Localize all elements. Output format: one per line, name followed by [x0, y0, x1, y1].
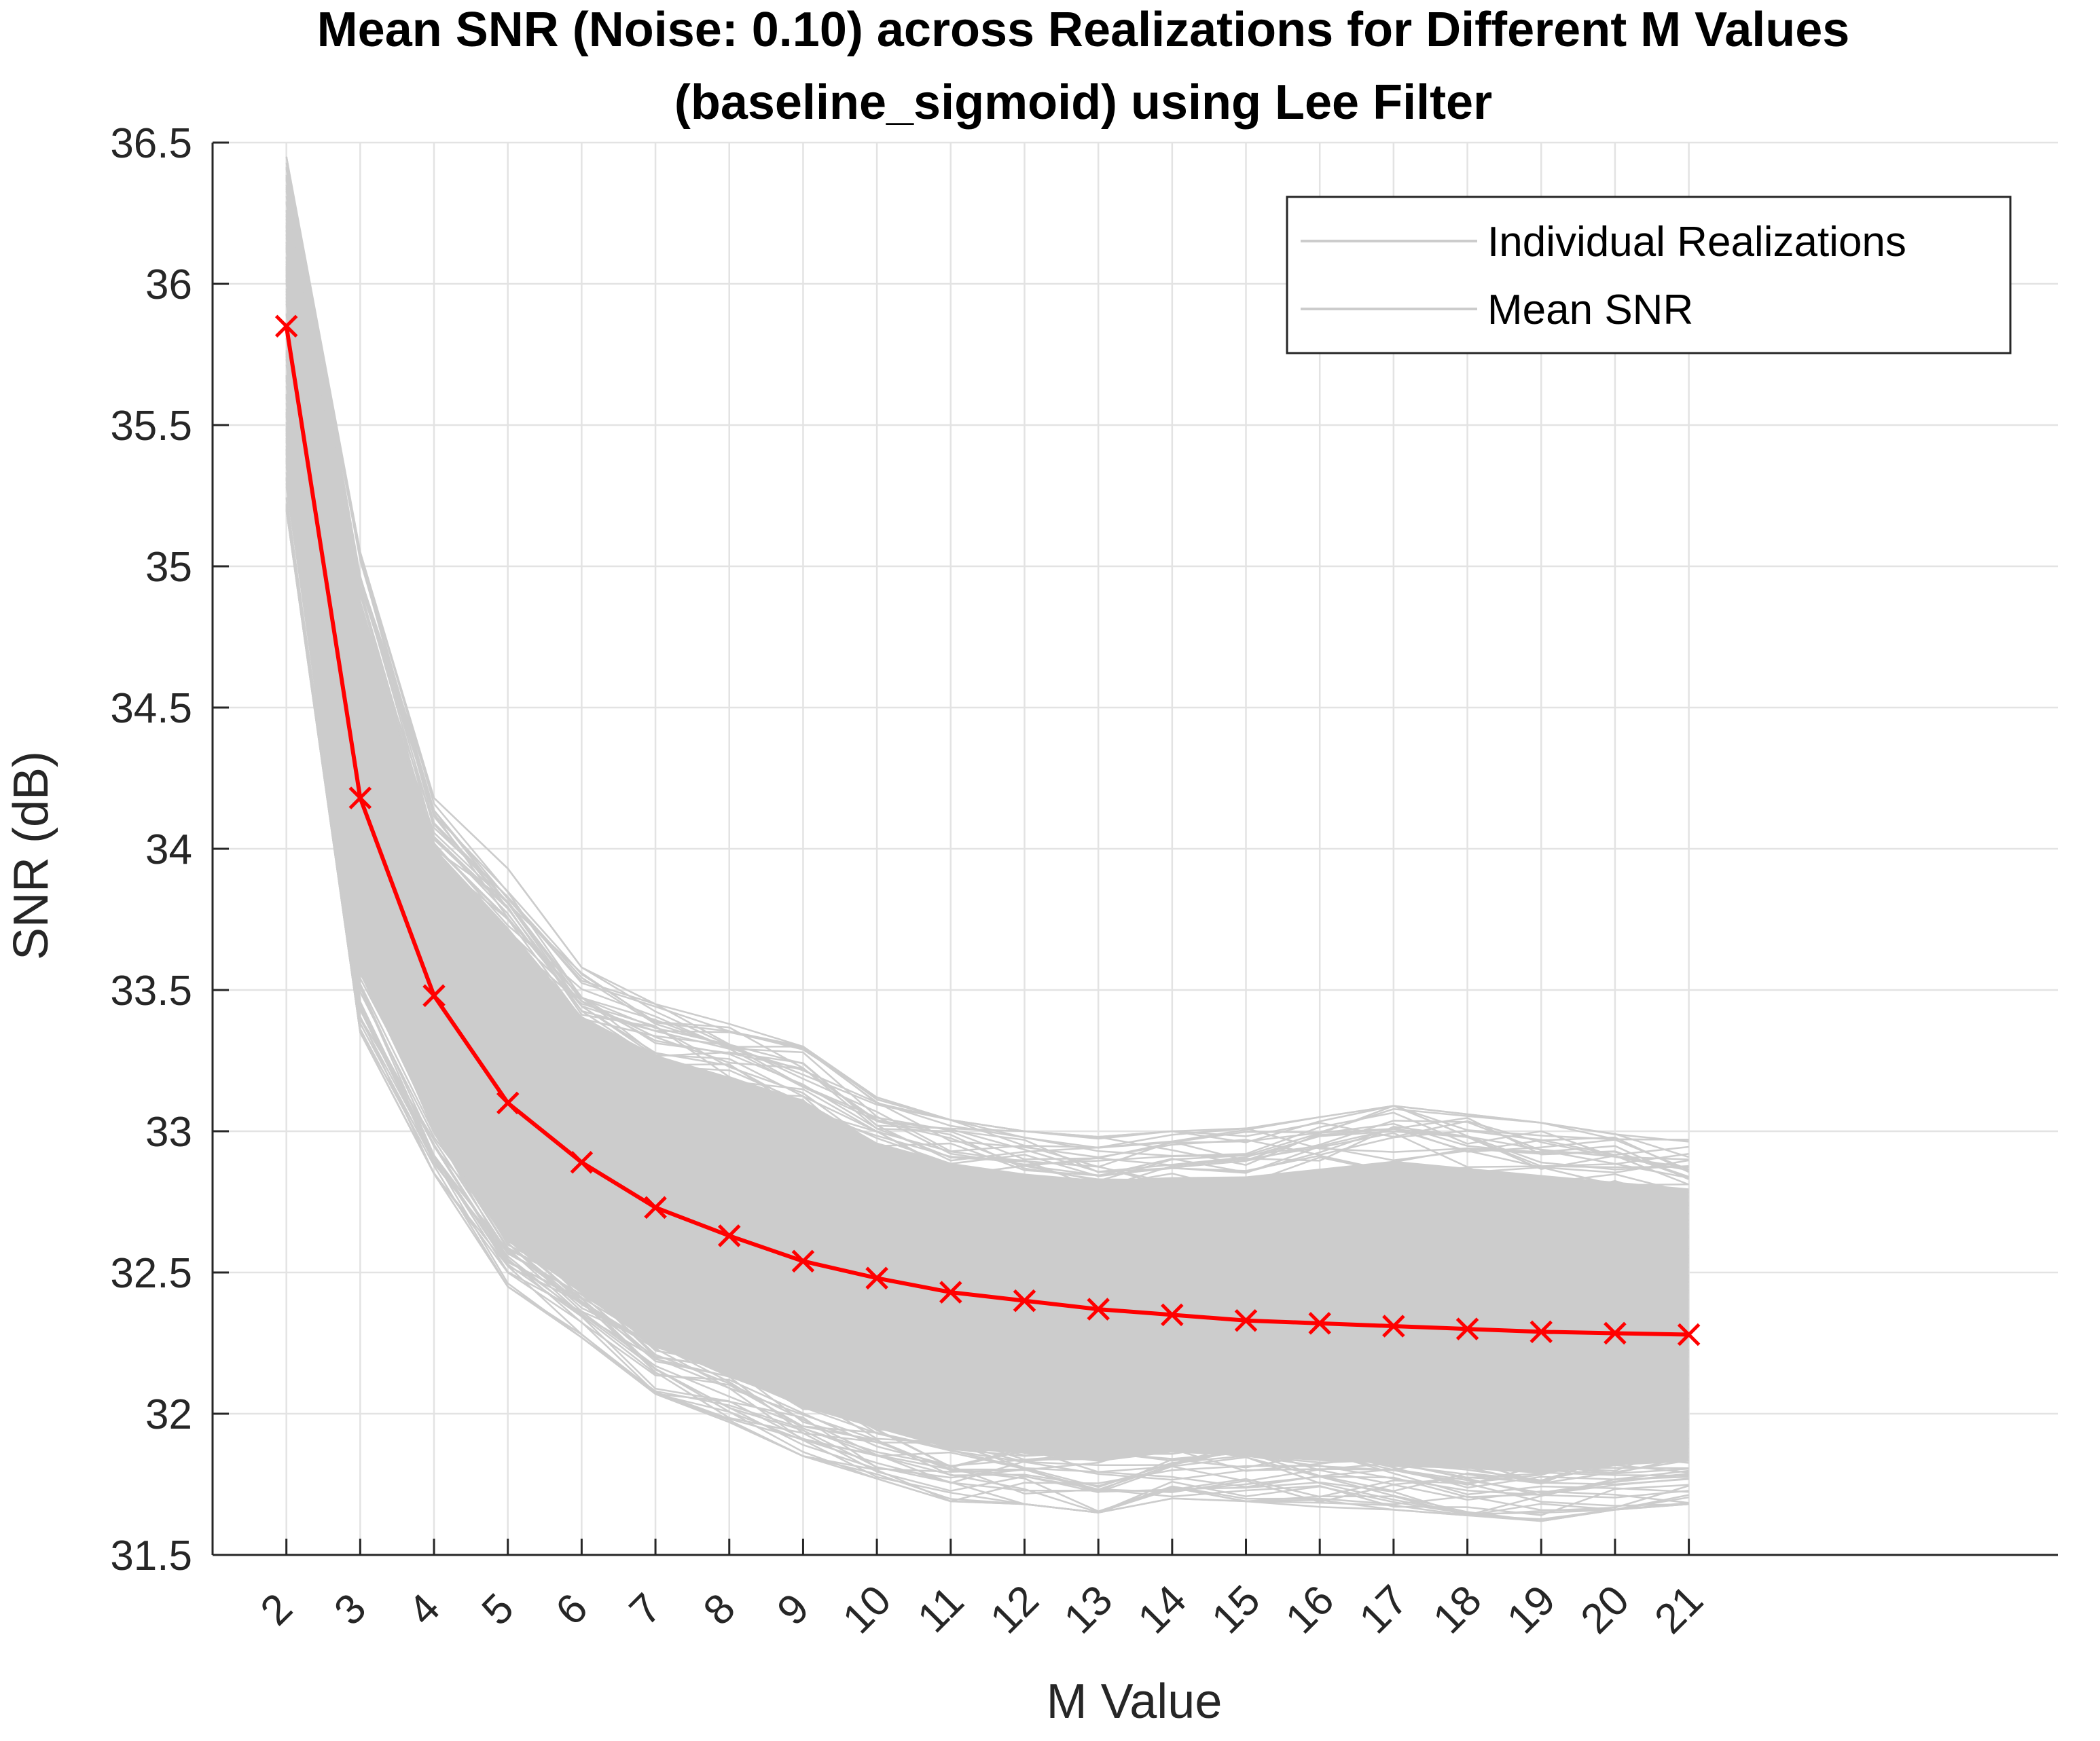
y-tick-label-32.5: 32.5	[110, 1250, 192, 1297]
realization-band	[286, 199, 1689, 1474]
y-tick-labels: 31.5 32 32.5 33 33.5 34 34.5 35 35.5 36 36.5	[110, 120, 192, 1579]
y-tick-label-32: 32	[145, 1391, 192, 1438]
mean-snr-marker-2	[274, 314, 298, 338]
mean-snr-marker-5	[496, 1091, 520, 1115]
mean-snr-marker-10	[865, 1266, 888, 1290]
x-tick-label-11: 11	[909, 1577, 973, 1641]
realization-line	[285, 477, 1689, 1507]
legend-label-mean: Mean SNR	[1487, 287, 1693, 333]
realization-line	[285, 505, 1689, 1503]
x-tick-label-7: 7	[621, 1585, 670, 1634]
y-tick-label-33: 33	[145, 1109, 192, 1156]
mean-snr-marker-21	[1677, 1323, 1701, 1346]
x-tick-label-6: 6	[547, 1585, 596, 1634]
x-tick-label-15: 15	[1203, 1577, 1269, 1643]
realization-line	[285, 498, 1689, 1515]
mean-snr-marker-14	[1161, 1303, 1184, 1327]
legend-label-realizations: Individual Realizations	[1487, 219, 1906, 265]
y-tick-label-36.5: 36.5	[110, 120, 192, 167]
x-tick-label-21: 21	[1646, 1577, 1712, 1643]
x-tick-label-3: 3	[325, 1585, 375, 1634]
y-axis-label: SNR (dB)	[4, 751, 58, 960]
axes	[211, 141, 2058, 1556]
x-tick-label-2: 2	[252, 1585, 302, 1634]
x-tick-label-13: 13	[1055, 1577, 1122, 1643]
x-tick-label-12: 12	[981, 1577, 1048, 1643]
legend-box	[1286, 196, 2012, 354]
mean-snr-marker-20	[1604, 1321, 1627, 1345]
x-axis-label: M Value	[1047, 1674, 1223, 1729]
y-tick-label-36: 36	[145, 261, 192, 308]
mean-snr-marker-13	[1087, 1298, 1110, 1321]
realization-line	[285, 179, 1689, 1171]
x-tick-label-10: 10	[834, 1577, 901, 1643]
x-tick-label-14: 14	[1129, 1577, 1196, 1643]
x-tick-label-5: 5	[473, 1585, 523, 1634]
y-tick-label-35: 35	[145, 544, 192, 591]
x-tick-label-9: 9	[768, 1585, 818, 1634]
x-tick-label-18: 18	[1424, 1577, 1491, 1643]
realization-line	[285, 175, 1689, 1158]
realization-line	[285, 188, 1690, 1180]
realization-line	[285, 509, 1689, 1504]
mean-snr-marker-8	[717, 1224, 741, 1247]
y-tick-label-34.5: 34.5	[110, 685, 192, 732]
y-tick-label-31.5: 31.5	[110, 1533, 192, 1579]
mean-snr-marker-4	[422, 984, 446, 1008]
realization-lines	[285, 156, 1690, 1522]
mean-snr-line	[284, 325, 1689, 1337]
realization-line	[285, 177, 1690, 1173]
x-tick-label-17: 17	[1351, 1577, 1417, 1643]
y-tick-label-34: 34	[145, 826, 192, 873]
realization-line	[285, 162, 1690, 1179]
mean-snr-marker-3	[348, 786, 372, 809]
mean-snr-marker-16	[1308, 1312, 1331, 1335]
x-tick-label-20: 20	[1572, 1577, 1639, 1643]
mean-snr-marker-19	[1529, 1320, 1553, 1344]
realization-line	[285, 507, 1689, 1516]
realization-line	[285, 166, 1689, 1169]
realization-line	[285, 486, 1689, 1522]
mean-snr-marker-12	[1013, 1289, 1036, 1313]
x-tick-labels: 2 3 4 5 6 7 8 9 10 11 12 13 14 15 16 17 18 19 20 21	[252, 1577, 1712, 1643]
x-tick-label-16: 16	[1277, 1577, 1343, 1643]
mean-snr-marker-7	[644, 1196, 667, 1220]
mean-snr-marker-6	[570, 1150, 594, 1174]
mean-snr-marker-9	[791, 1249, 815, 1273]
realization-line	[285, 479, 1689, 1496]
realization-line	[285, 453, 1689, 1482]
mean-snr-series	[274, 314, 1701, 1346]
mean-snr-marker-17	[1382, 1315, 1405, 1338]
mean-snr-marker-11	[939, 1281, 962, 1304]
legend: Individual Realizations Mean SNR	[1286, 196, 2012, 354]
x-tick-label-4: 4	[399, 1585, 449, 1634]
realization-line	[285, 202, 1689, 1190]
x-tick-label-19: 19	[1498, 1577, 1565, 1643]
y-tick-label-35.5: 35.5	[110, 403, 192, 450]
y-tick-label-33.5: 33.5	[110, 968, 192, 1014]
mean-snr-marker-18	[1455, 1317, 1479, 1340]
realization-line	[285, 156, 1689, 1141]
x-tick-label-8: 8	[695, 1585, 744, 1634]
chart-title-line1: Mean SNR (Noise: 0.10) across Realizatio…	[317, 3, 1850, 57]
chart-title-line2: (baseline_sigmoid) using Lee Filter	[674, 75, 1492, 130]
mean-snr-marker-15	[1234, 1308, 1258, 1332]
realization-line	[285, 196, 1689, 1167]
